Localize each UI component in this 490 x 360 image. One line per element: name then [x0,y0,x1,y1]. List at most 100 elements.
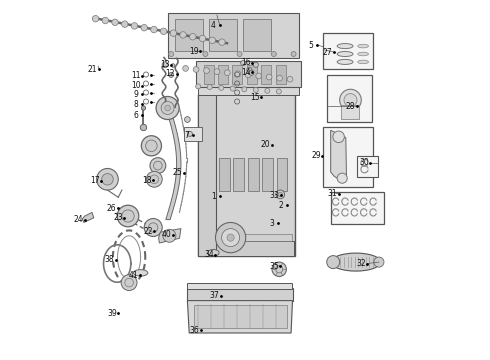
Circle shape [150,158,166,174]
Text: 26: 26 [107,204,117,212]
Circle shape [277,75,282,81]
Text: 40: 40 [162,230,172,239]
Text: 6: 6 [133,111,138,120]
Circle shape [221,229,240,247]
Bar [194,305,288,328]
Circle shape [171,64,175,67]
Polygon shape [187,283,292,289]
Text: 18: 18 [142,176,151,185]
Bar [233,158,245,191]
Circle shape [122,21,128,27]
Circle shape [237,51,242,57]
Text: 12: 12 [165,69,175,78]
Circle shape [327,256,340,269]
Text: 16: 16 [241,58,250,67]
Text: 15: 15 [250,93,260,102]
Circle shape [256,73,262,79]
Circle shape [125,278,133,287]
Circle shape [196,84,201,89]
Circle shape [272,262,286,276]
Circle shape [271,51,276,57]
Circle shape [247,67,252,72]
Circle shape [337,173,347,183]
Circle shape [333,131,344,143]
Circle shape [131,23,138,29]
Circle shape [185,117,190,122]
Circle shape [216,222,245,253]
Circle shape [102,17,109,24]
Polygon shape [331,130,346,181]
Text: 33: 33 [270,191,279,199]
Text: 13: 13 [160,60,170,69]
Circle shape [287,76,293,82]
Text: 11: 11 [131,71,141,80]
Bar [247,65,257,84]
Bar [262,158,273,191]
Ellipse shape [331,253,381,271]
Text: 10: 10 [131,81,141,90]
Circle shape [276,89,281,94]
Ellipse shape [358,60,368,64]
Circle shape [266,74,272,80]
Circle shape [340,89,361,111]
Circle shape [203,51,208,57]
Circle shape [169,72,174,77]
Circle shape [165,105,171,111]
Circle shape [207,85,212,90]
Text: 39: 39 [107,309,117,318]
Polygon shape [168,13,299,58]
Text: 25: 25 [172,168,182,177]
Circle shape [112,19,118,26]
Bar [277,158,288,191]
Text: 14: 14 [241,68,250,77]
Text: 36: 36 [190,326,199,335]
Ellipse shape [358,44,368,48]
Circle shape [193,67,199,72]
Circle shape [162,62,168,68]
Circle shape [97,168,118,190]
Circle shape [265,88,270,93]
Text: 5: 5 [308,41,313,50]
Polygon shape [196,61,301,87]
Text: 27: 27 [323,48,333,57]
Ellipse shape [337,44,353,49]
Circle shape [102,174,113,185]
Circle shape [291,51,296,57]
Text: 7: 7 [184,131,189,140]
Circle shape [242,87,247,92]
Circle shape [140,124,147,131]
Circle shape [160,28,167,35]
Text: 3: 3 [269,219,274,228]
Bar [323,33,373,69]
Text: 2: 2 [279,201,283,210]
Circle shape [219,85,224,90]
Circle shape [235,71,241,77]
Circle shape [230,86,235,91]
Circle shape [92,15,99,22]
Circle shape [150,175,159,184]
Circle shape [241,60,245,66]
Ellipse shape [133,270,148,276]
Text: 23: 23 [113,213,122,222]
Bar [275,65,286,84]
Circle shape [249,70,254,75]
Circle shape [151,26,157,33]
Text: 22: 22 [143,227,152,236]
Circle shape [344,94,357,107]
Bar [327,75,372,122]
Circle shape [278,192,282,197]
Circle shape [180,32,186,38]
Bar [323,127,373,187]
Circle shape [187,131,193,136]
Circle shape [141,106,146,110]
Text: 35: 35 [269,262,279,271]
Circle shape [374,257,384,267]
Circle shape [275,266,283,273]
Circle shape [156,96,179,120]
Ellipse shape [337,59,353,64]
Polygon shape [187,288,293,301]
Polygon shape [82,212,94,222]
Text: 32: 32 [356,259,366,268]
Text: 37: 37 [209,292,219,300]
Circle shape [122,210,134,222]
